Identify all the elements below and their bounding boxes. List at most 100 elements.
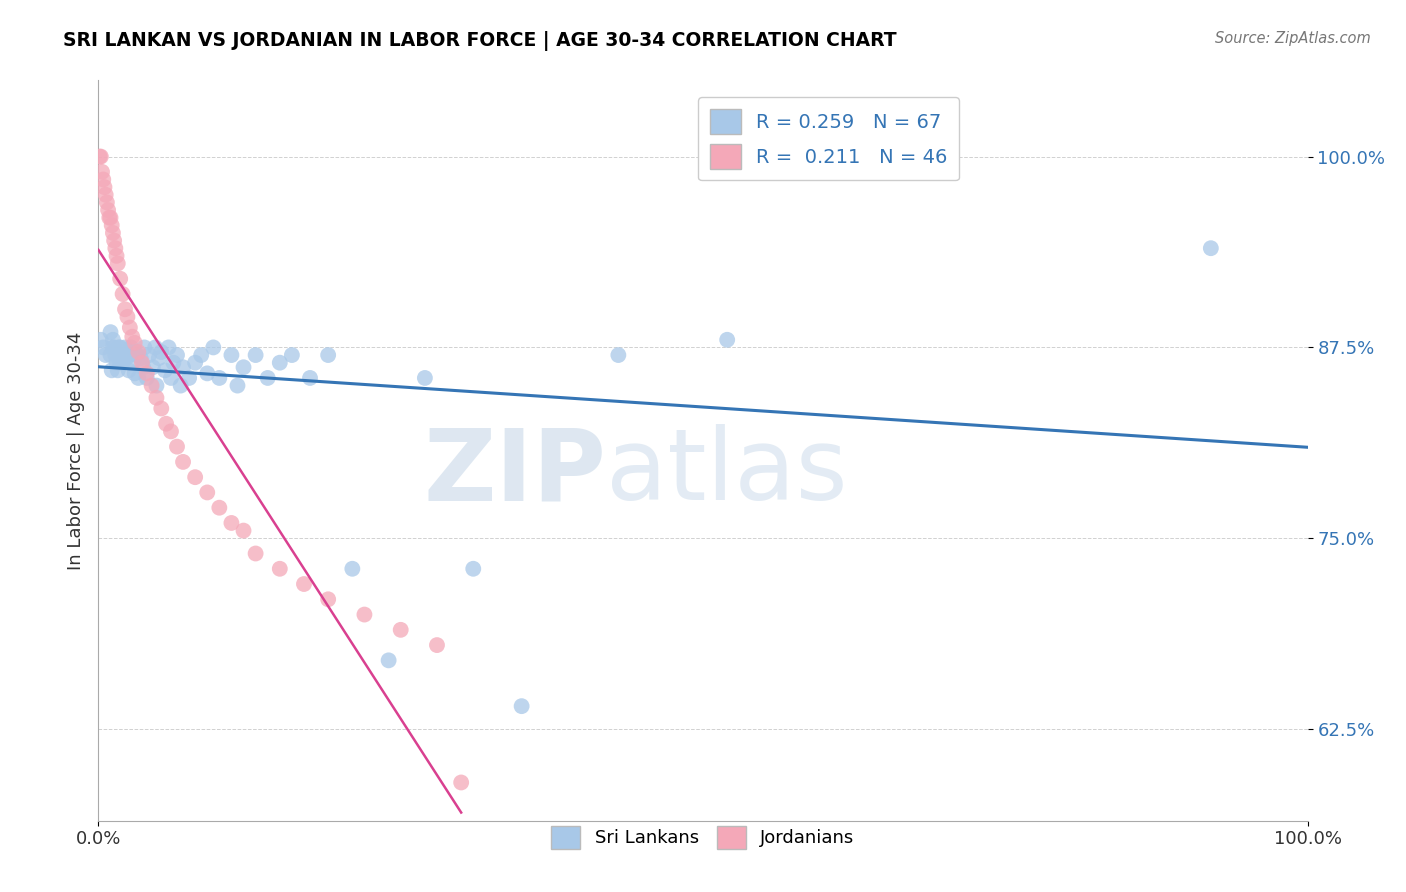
Legend: Sri Lankans, Jordanians: Sri Lankans, Jordanians <box>544 818 862 856</box>
Point <box>103 234 125 248</box>
Point <box>179 371 201 385</box>
Point <box>142 360 165 375</box>
Point <box>202 340 225 354</box>
Point <box>299 371 322 385</box>
Point <box>208 371 231 385</box>
Point <box>145 378 167 392</box>
Point <box>141 378 163 392</box>
Point <box>105 356 128 370</box>
Point <box>108 356 131 370</box>
Point <box>124 335 146 350</box>
Text: SRI LANKAN VS JORDANIAN IN LABOR FORCE | AGE 30-34 CORRELATION CHART: SRI LANKAN VS JORDANIAN IN LABOR FORCE |… <box>63 31 897 51</box>
Point <box>281 348 304 362</box>
Point <box>124 367 146 381</box>
Point <box>169 378 191 392</box>
Text: atlas: atlas <box>606 425 848 521</box>
Point <box>120 340 142 354</box>
Point <box>342 562 364 576</box>
Point <box>111 356 134 370</box>
Point <box>101 340 124 354</box>
Point <box>232 524 254 538</box>
Point <box>105 249 128 263</box>
Point <box>100 211 122 225</box>
Point <box>172 455 194 469</box>
Point <box>292 577 315 591</box>
Point <box>316 348 339 362</box>
Point <box>100 348 122 362</box>
Point <box>389 623 412 637</box>
Point <box>98 211 121 225</box>
Point <box>90 150 112 164</box>
Point <box>1199 241 1222 255</box>
Point <box>103 340 125 354</box>
Point <box>256 371 278 385</box>
Point <box>162 356 184 370</box>
Point <box>104 241 127 255</box>
Point <box>353 607 375 622</box>
Point <box>157 340 180 354</box>
Point <box>245 547 267 561</box>
Point <box>269 356 291 370</box>
Text: Source: ZipAtlas.com: Source: ZipAtlas.com <box>1215 31 1371 46</box>
Point <box>150 345 173 359</box>
Point <box>94 187 117 202</box>
Point <box>716 333 738 347</box>
Point <box>127 371 149 385</box>
Point <box>129 351 152 365</box>
Point <box>134 340 156 354</box>
Point <box>108 340 131 354</box>
Point <box>245 348 267 362</box>
Point <box>160 371 183 385</box>
Point <box>121 330 143 344</box>
Point <box>135 371 157 385</box>
Point <box>426 638 449 652</box>
Point <box>115 351 138 365</box>
Point <box>108 340 131 354</box>
Point <box>145 391 167 405</box>
Point <box>111 348 134 362</box>
Point <box>208 500 231 515</box>
Point <box>111 287 134 301</box>
Point <box>97 202 120 217</box>
Point <box>160 425 183 439</box>
Point <box>131 356 153 370</box>
Point <box>114 340 136 354</box>
Point <box>100 325 122 339</box>
Point <box>221 516 243 530</box>
Point <box>121 356 143 370</box>
Point <box>108 271 131 285</box>
Point <box>89 150 111 164</box>
Point <box>463 562 485 576</box>
Point <box>195 485 218 500</box>
Point <box>195 367 218 381</box>
Point <box>104 348 127 362</box>
Text: ZIP: ZIP <box>423 425 606 521</box>
Point <box>155 417 177 431</box>
Point <box>153 363 176 377</box>
Y-axis label: In Labor Force | Age 30-34: In Labor Force | Age 30-34 <box>66 331 84 570</box>
Point <box>90 333 112 347</box>
Point <box>132 360 155 375</box>
Point <box>143 340 166 354</box>
Point <box>607 348 630 362</box>
Point <box>316 592 339 607</box>
Point <box>101 226 124 240</box>
Point <box>166 440 188 454</box>
Point <box>150 401 173 416</box>
Point <box>107 363 129 377</box>
Point <box>166 348 188 362</box>
Point <box>377 653 399 667</box>
Point <box>127 345 149 359</box>
Point <box>510 699 533 714</box>
Point <box>107 256 129 270</box>
Point <box>413 371 436 385</box>
Point <box>91 165 114 179</box>
Point <box>190 348 212 362</box>
Point <box>232 360 254 375</box>
Point <box>114 302 136 317</box>
Point <box>172 360 194 375</box>
Point <box>138 348 160 362</box>
Point <box>100 219 122 233</box>
Point <box>91 172 114 186</box>
Point <box>91 340 114 354</box>
